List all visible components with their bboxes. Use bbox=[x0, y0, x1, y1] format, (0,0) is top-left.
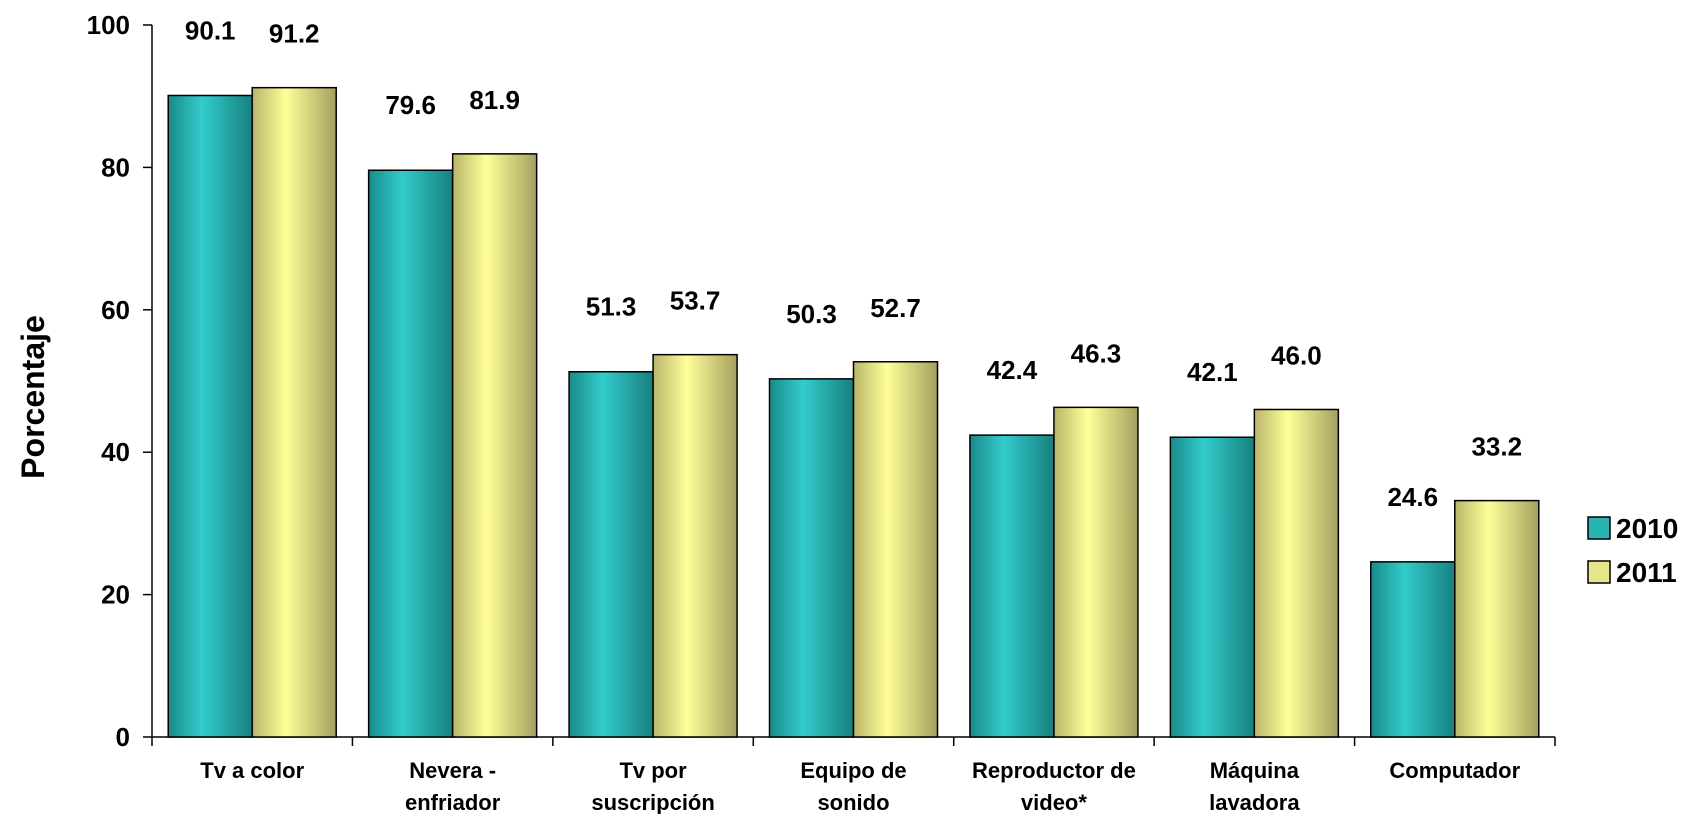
category-label: video* bbox=[1021, 790, 1087, 814]
data-label-2010-4: 42.4 bbox=[987, 355, 1038, 385]
bar-2010-3 bbox=[768, 378, 855, 738]
data-label-2010-3: 50.3 bbox=[786, 299, 837, 329]
category-label: lavadora bbox=[1209, 790, 1300, 814]
bar-2011-6 bbox=[1454, 499, 1540, 738]
bar-2010-6 bbox=[1370, 561, 1456, 738]
data-label-2010-6: 24.6 bbox=[1387, 482, 1438, 512]
bar-2011-1 bbox=[451, 153, 538, 738]
bar-2011-0 bbox=[251, 86, 337, 738]
bar-2010-4 bbox=[969, 434, 1055, 738]
data-label-2011-0: 91.2 bbox=[269, 19, 320, 49]
bar-2010-5 bbox=[1169, 436, 1256, 738]
data-label-2011-1: 81.9 bbox=[469, 85, 520, 115]
y-tick-label: 40 bbox=[101, 437, 130, 467]
bar-2011-3 bbox=[852, 361, 939, 738]
legend-label-2010: 2010 bbox=[1616, 513, 1678, 544]
category-label: Computador bbox=[1389, 758, 1520, 783]
y-tick-label: 20 bbox=[101, 580, 130, 610]
bar-2010-1 bbox=[367, 169, 454, 738]
data-label-2011-5: 46.0 bbox=[1271, 340, 1322, 370]
data-label-2011-4: 46.3 bbox=[1071, 338, 1122, 368]
plot-area: 0 20 40 60 80 100 90.1 91.2 Tv a color 79.6 81.9 Ne… bbox=[87, 10, 1556, 814]
category-label: sonido bbox=[817, 790, 889, 814]
bar-2011-4 bbox=[1053, 406, 1139, 738]
y-tick-label: 80 bbox=[101, 152, 130, 182]
bar-2011-2 bbox=[652, 353, 738, 738]
bar-2010-0 bbox=[167, 94, 253, 738]
category-label: Tv a color bbox=[200, 758, 304, 783]
data-label-2011-2: 53.7 bbox=[670, 286, 721, 316]
y-tick-label: 0 bbox=[116, 722, 130, 752]
data-label-2010-5: 42.1 bbox=[1187, 357, 1238, 387]
y-axis-title: Porcentaje bbox=[15, 315, 51, 479]
category-label: Máquina bbox=[1210, 758, 1300, 783]
data-label-2010-1: 79.6 bbox=[385, 90, 436, 120]
data-label-2010-2: 51.3 bbox=[586, 292, 637, 322]
category-label: Reproductor de bbox=[972, 758, 1136, 783]
y-tick-label: 100 bbox=[87, 10, 130, 40]
category-label: Equipo de bbox=[800, 758, 906, 783]
bar-2011-5 bbox=[1253, 408, 1340, 738]
legend: 2010 2011 bbox=[1587, 513, 1678, 588]
data-label-2010-0: 90.1 bbox=[185, 15, 236, 45]
category-label: enfriador bbox=[405, 790, 501, 814]
category-label: Nevera - bbox=[409, 758, 496, 783]
category-label: suscripción bbox=[591, 790, 714, 814]
data-label-2011-6: 33.2 bbox=[1471, 432, 1522, 462]
legend-swatch-2011 bbox=[1587, 560, 1611, 584]
data-label-2011-3: 52.7 bbox=[870, 293, 921, 323]
y-tick-label: 60 bbox=[101, 295, 130, 325]
legend-label-2011: 2011 bbox=[1616, 557, 1677, 588]
legend-swatch-2010 bbox=[1587, 516, 1611, 540]
category-label: Tv por bbox=[619, 758, 687, 783]
bar-2010-2 bbox=[568, 370, 654, 738]
